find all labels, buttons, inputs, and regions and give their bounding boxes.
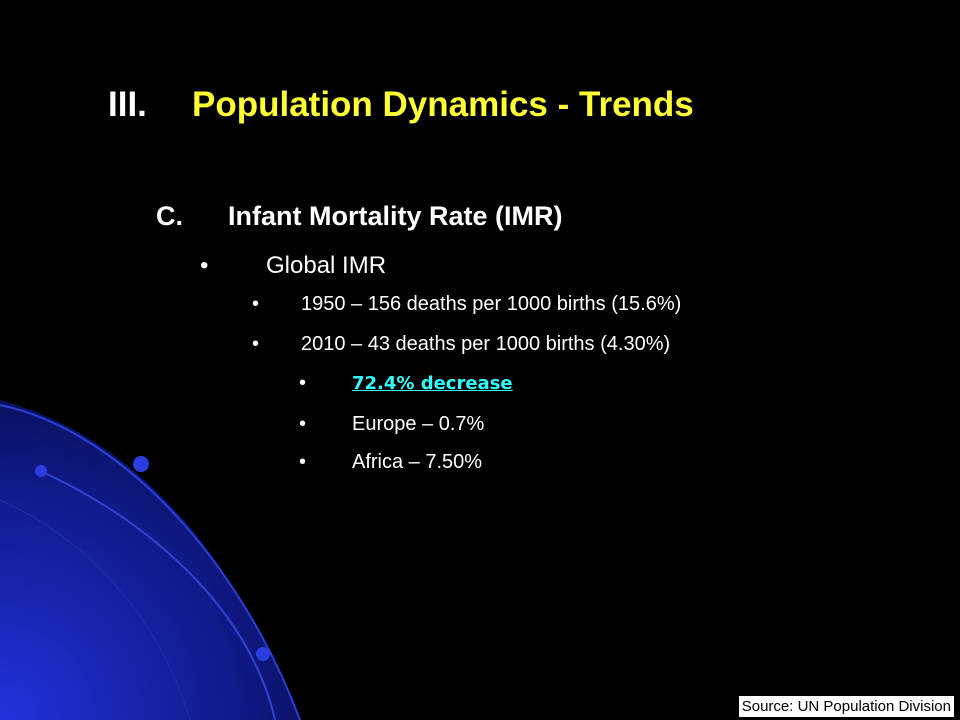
bullet-2010: • 2010 – 43 deaths per 1000 births (4.30…	[252, 329, 670, 359]
bullet-decrease: • 72.4% decrease	[299, 368, 513, 398]
slide-title: III. Population Dynamics - Trends	[108, 82, 694, 128]
bullet-europe: • Europe – 0.7%	[299, 409, 484, 439]
title-number: III.	[108, 85, 147, 124]
decor-dot-large	[133, 456, 149, 472]
blue-glow-shape	[0, 400, 300, 720]
decrease-link[interactable]: 72.4% decrease	[352, 372, 513, 394]
bullet-dot: •	[252, 332, 260, 355]
bullet-text: Europe – 0.7%	[352, 412, 485, 435]
bullet-text: 2010 – 43 deaths per 1000 births (4.30%)	[301, 332, 671, 355]
bullet-africa: • Africa – 7.50%	[299, 447, 482, 477]
section-text: Infant Mortality Rate (IMR)	[228, 200, 563, 231]
decor-dot-bottom	[256, 647, 270, 661]
title-text: Population Dynamics - Trends	[192, 85, 694, 124]
decor-arc-inner	[0, 499, 191, 720]
bullet-dot: •	[299, 450, 307, 473]
bullet-dot: •	[299, 412, 307, 435]
bullet-dot: •	[252, 292, 260, 315]
decor-dot-small	[35, 465, 47, 477]
bullet-dot: •	[200, 252, 209, 279]
bullet-global-imr: • Global IMR	[200, 248, 386, 284]
bullet-dot: •	[299, 371, 307, 394]
bullet-text: Africa – 7.50%	[352, 450, 483, 473]
bullet-1950: • 1950 – 156 deaths per 1000 births (15.…	[252, 289, 681, 319]
source-caption: Source: UN Population Division	[738, 696, 954, 717]
bullet-text: Global IMR	[266, 252, 387, 279]
decor-arc-outer	[0, 404, 301, 720]
section-heading: C. Infant Mortality Rate (IMR)	[156, 196, 563, 236]
decor-arc-middle	[37, 469, 276, 720]
section-letter: C.	[156, 200, 183, 231]
bullet-text: 1950 – 156 deaths per 1000 births (15.6%…	[301, 292, 682, 315]
